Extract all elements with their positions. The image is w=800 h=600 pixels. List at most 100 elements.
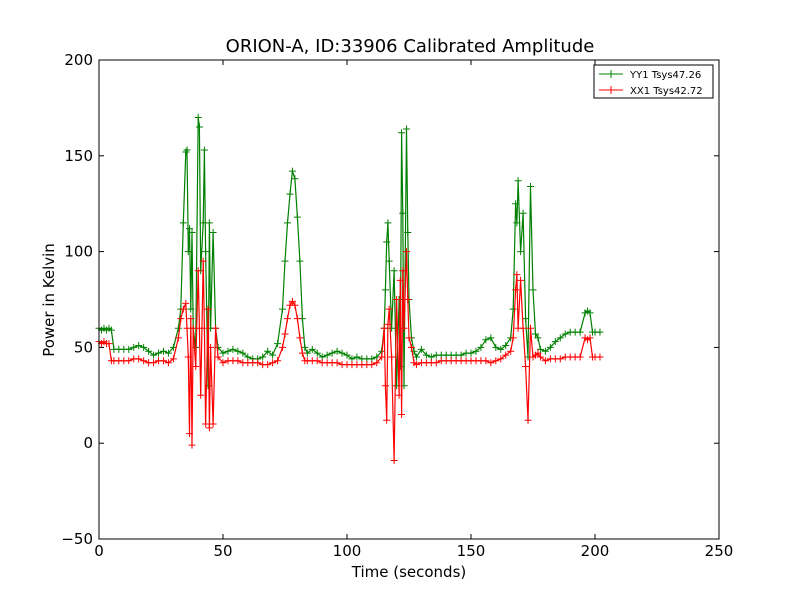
data-point [269,359,277,367]
data-point [407,343,415,351]
data-point [182,299,190,307]
data-point [177,315,185,323]
data-point [179,305,187,313]
data-point [174,334,182,342]
data-point [514,177,522,185]
data-point [405,334,413,342]
data-point [502,351,510,359]
y-tick-label: 150 [64,147,93,165]
data-point [150,359,158,367]
plot-frame [98,59,720,540]
data-point [517,248,525,256]
y-tick-label: 50 [74,338,93,356]
data-point [527,182,535,190]
data-point [269,351,277,359]
data-point [200,324,208,332]
data-point [288,297,296,305]
series-layer [95,113,604,464]
data-point [388,353,396,361]
data-point [404,228,412,236]
chart-title: ORION-A, ID:33906 Calibrated Amplitude [226,36,595,57]
data-point [298,349,306,357]
data-point [194,267,202,275]
data-point [205,424,213,432]
data-point [150,351,158,359]
data-point [497,355,505,363]
data-point [293,315,301,323]
data-point [412,361,420,369]
data-point [187,315,195,323]
data-point [140,343,148,351]
data-point [596,328,604,336]
data-point [293,213,301,221]
data-point [274,340,282,348]
data-point [546,343,554,351]
data-point [517,276,525,284]
data-point [239,349,247,357]
x-tick-label: 200 [581,542,610,560]
data-point [259,353,267,361]
data-point [472,347,480,355]
data-point [482,357,490,365]
y-tick-label: −50 [61,530,93,548]
data-point [556,334,564,342]
data-point [404,296,412,303]
data-point [400,324,408,332]
data-point [333,359,341,367]
data-point [368,361,376,369]
data-point [200,146,208,154]
data-point [135,355,143,363]
y-tick-label: 200 [64,51,93,69]
data-point [286,190,294,198]
legend-label-yy1: YY1 Tsys47.26 [629,70,701,81]
data-point [519,209,527,217]
data-point [487,359,495,367]
data-point [417,345,425,353]
data-point [174,324,182,332]
data-point [477,343,485,351]
data-point [194,113,202,121]
data-point [209,420,217,428]
data-point [130,343,138,351]
legend-box [593,64,714,99]
data-point [576,353,584,361]
data-point [212,324,220,332]
data-point [234,357,242,365]
data-point [395,391,403,399]
x-axis-label: Time (seconds) [351,563,467,581]
data-point [192,363,200,371]
data-point [229,345,237,353]
legend-marker-yy1 [607,70,615,78]
data-point [202,420,210,428]
legend-label-xx1: XX1 Tsys42.72 [630,86,703,97]
data-point [390,456,398,464]
data-point [596,353,604,361]
data-point [179,219,187,227]
data-point [159,347,167,355]
data-point [399,209,407,217]
data-point [291,175,299,183]
data-point [164,359,172,367]
data-point [512,200,520,208]
data-point [551,338,559,346]
data-point [283,219,291,227]
series-yy1 [95,113,604,390]
data-point [399,267,407,275]
data-point [125,345,133,353]
data-point [393,296,401,303]
data-point [353,353,361,361]
data-point [380,324,388,332]
data-point [507,347,515,355]
data-point [509,334,517,342]
data-point [519,324,527,332]
data-point [497,345,505,353]
data-point [385,305,393,313]
data-point [403,125,411,133]
data-point [186,225,194,233]
data-point [482,336,490,344]
data-point [313,357,321,365]
y-tick-label: 0 [83,434,93,452]
data-point [513,271,521,279]
data-point [541,357,549,365]
